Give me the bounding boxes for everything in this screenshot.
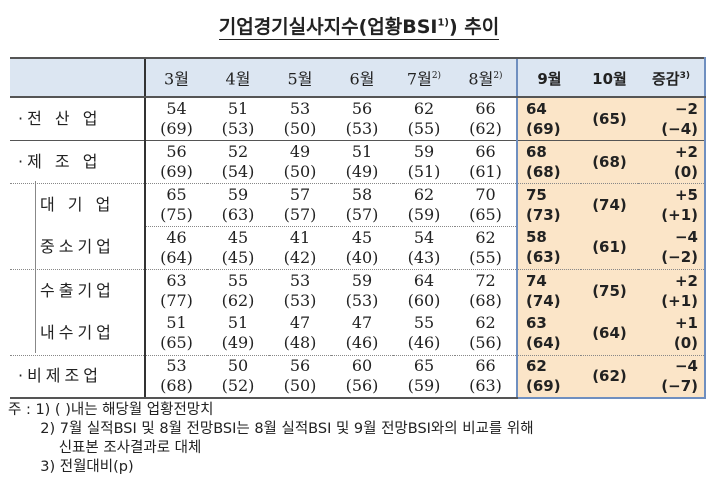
value-cell: 70 (65)	[455, 182, 518, 226]
value-cell: 59 (53)	[331, 268, 393, 312]
page-title: 기업경기실사지수(업황BSI1)) 추이	[218, 16, 500, 40]
value-cell: 54 (43)	[393, 225, 455, 269]
value-cell: 51 (65)	[144, 312, 207, 355]
value-cell: 62 (56)	[455, 312, 518, 355]
value-cell: 54 (69)	[144, 97, 207, 140]
value-cell: (68)	[581, 139, 638, 183]
corner-cell	[10, 57, 145, 98]
table-header: 3월 4월 5월 6월 7월2) 8월2) 9월 10월 증감3)	[10, 57, 706, 98]
value-cell: +2 (0)	[638, 139, 706, 183]
row-label: 내수기업	[40, 323, 115, 343]
value-cell: 59 (51)	[393, 139, 455, 183]
value-cell: 56 (50)	[269, 354, 331, 399]
footnote: 2) 7월 실적BSI 및 8월 전망BSI는 8월 실적BSI 및 9월 전망…	[8, 421, 534, 437]
value-cell: 63 (77)	[144, 268, 207, 312]
value-cell: (62)	[581, 354, 638, 399]
column-header: 9월	[516, 57, 581, 98]
value-cell: 66 (62)	[455, 97, 518, 140]
table-row: 중소기업 46 (64) 45 (45) 41 (42) 45 (40) 54 (43) 62 (55)…	[10, 225, 706, 269]
value-cell: 55 (46)	[407, 313, 441, 353]
value-cell: (65)	[581, 97, 638, 140]
row-label: ·제 조 업	[10, 139, 145, 183]
value-cell: 63 (64)	[516, 312, 581, 355]
value-cell: 49 (50)	[269, 139, 331, 183]
value-cell: (61)	[581, 226, 638, 269]
column-header: 증감3)	[638, 57, 706, 98]
value-cell: −4 (−7)	[638, 354, 706, 399]
footnote: 3) 전월대비(p)	[8, 459, 134, 475]
value-cell: 46 (64)	[144, 225, 207, 269]
row-label: 대 기 업	[10, 182, 145, 226]
row-label: 중소기업	[40, 237, 115, 257]
table-row: ·전 산 업 54 (69) 51 (53) 53 (50) 56 (53) 62 (55) 66 (6…	[10, 97, 706, 140]
value-cell: 72 (68)	[455, 268, 518, 312]
table-row: ·비제조업 53 (68) 50 (52) 56 (50) 60 (56) 65 (59) 66 (63…	[10, 354, 706, 399]
row-label: ·비제조업	[10, 354, 145, 399]
table-row: 수출기업 63 (77) 55 (62) 53 (53) 59 (53) 64 (60) 72 (68)…	[10, 268, 706, 312]
value-cell: 66 (61)	[455, 139, 518, 183]
value-cell: +1 (0)	[638, 312, 706, 355]
column-header: 4월	[207, 57, 269, 98]
row-label: 수출기업	[10, 268, 145, 312]
table-row: ·제 조 업 56 (69) 52 (54) 49 (50) 51 (49) 59 (51) 66 (6…	[10, 139, 706, 183]
table-row: 내수기업 51 (65) 51 (49) 47 (48) 47 (46) 55 (46) 62 (56)…	[10, 312, 706, 355]
value-cell: (75)	[581, 268, 638, 312]
value-cell: 57 (57)	[269, 182, 331, 226]
value-cell: 58 (63)	[516, 226, 581, 269]
value-cell: 60 (56)	[331, 354, 393, 399]
value-cell: 66 (63)	[455, 354, 518, 399]
column-header: 8월2)	[455, 57, 518, 98]
column-header: 5월	[269, 57, 331, 98]
value-cell: 64 (69)	[516, 97, 581, 140]
value-cell: 52 (54)	[207, 139, 269, 183]
value-cell: 65 (75)	[144, 182, 207, 226]
value-cell: 55 (62)	[207, 268, 269, 312]
value-cell: 62 (55)	[455, 225, 518, 269]
footnote: 신표본 조사결과로 대체	[8, 440, 202, 456]
value-cell: 56 (69)	[144, 139, 207, 183]
value-cell: 51 (53)	[221, 98, 255, 138]
footnote: 주 : 1) ( )내는 해당월 업황전망치	[8, 402, 214, 418]
bsi-table: 3월 4월 5월 6월 7월2) 8월2) 9월 10월 증감3) ·전 산 업 54 (69) 51…	[10, 57, 706, 399]
value-cell: −2 (−4)	[638, 97, 706, 140]
value-cell: 45 (45)	[207, 225, 269, 269]
value-cell: 62 (59)	[393, 182, 455, 226]
column-header: 10월	[581, 57, 638, 98]
value-cell: 47 (46)	[345, 313, 379, 353]
value-cell: 45 (40)	[331, 225, 393, 269]
value-cell: +2 (+1)	[638, 268, 706, 312]
value-cell: 74 (74)	[516, 268, 581, 312]
value-cell: 41 (42)	[269, 225, 331, 269]
footnotes: 주 : 1) ( )내는 해당월 업황전망치 2) 7월 실적BSI 및 8월 …	[8, 401, 534, 477]
column-header: 3월	[144, 57, 207, 98]
subgroup-border	[35, 181, 36, 353]
value-cell: 51 (49)	[221, 313, 255, 353]
table-row: 대 기 업 65 (75) 59 (63) 57 (57) 58 (57) 62 (59) 70 (65…	[10, 182, 706, 226]
value-cell: (74)	[581, 182, 638, 226]
value-cell: 68 (68)	[516, 139, 581, 183]
value-cell: 56 (53)	[345, 98, 379, 138]
value-cell: 65 (59)	[393, 354, 455, 399]
value-cell: 62 (55)	[407, 98, 441, 138]
value-cell: 50 (52)	[207, 354, 269, 399]
value-cell: 58 (57)	[331, 182, 393, 226]
row-label: ·전 산 업	[18, 108, 102, 128]
value-cell: 62 (69)	[516, 354, 581, 399]
value-cell: +5 (+1)	[638, 182, 706, 226]
value-cell: 75 (73)	[516, 182, 581, 226]
value-cell: 59 (63)	[207, 182, 269, 226]
value-cell: 53 (68)	[144, 354, 207, 399]
column-header: 7월2)	[393, 57, 455, 98]
value-cell: 53 (53)	[269, 268, 331, 312]
value-cell: (64)	[581, 312, 638, 355]
column-header: 6월	[331, 57, 393, 98]
value-cell: 64 (60)	[393, 268, 455, 312]
value-cell: −4 (−2)	[638, 226, 706, 269]
value-cell: 51 (49)	[331, 139, 393, 183]
value-cell: 53 (50)	[283, 98, 317, 138]
value-cell: 47 (48)	[283, 313, 317, 353]
